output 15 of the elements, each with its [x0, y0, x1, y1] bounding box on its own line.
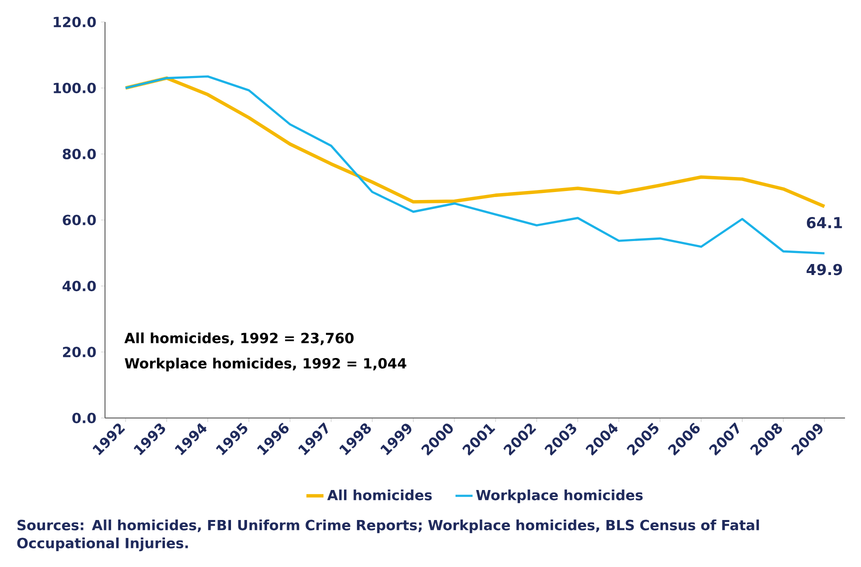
- y-tick-label: 0.0: [72, 412, 96, 424]
- y-tick-label: 100.0: [54, 82, 96, 94]
- data-label: 64.1: [806, 216, 842, 228]
- data-label: 49.9: [806, 264, 842, 276]
- legend-label: All homicides: [327, 490, 432, 500]
- y-tick-label: 20.0: [63, 346, 96, 358]
- y-tick-label: 120.0: [54, 16, 96, 28]
- y-tick-label: 60.0: [62, 214, 96, 226]
- annotation: Workplace homicides, 1992 = 1,044: [124, 358, 406, 372]
- legend-label: Workplace homicides: [476, 490, 643, 504]
- annotation: All homicides, 1992 = 23,760: [124, 332, 354, 346]
- y-tick-label: 80.0: [62, 148, 96, 160]
- y-tick-label: 40.0: [62, 280, 96, 292]
- source-note: Sources: All homicides, FBI Uniform Crime Reports; Workplace homicides, BLS Census of Fatal Occupational Injuries.: [17, 520, 759, 552]
- line-series: [124, 76, 826, 208]
